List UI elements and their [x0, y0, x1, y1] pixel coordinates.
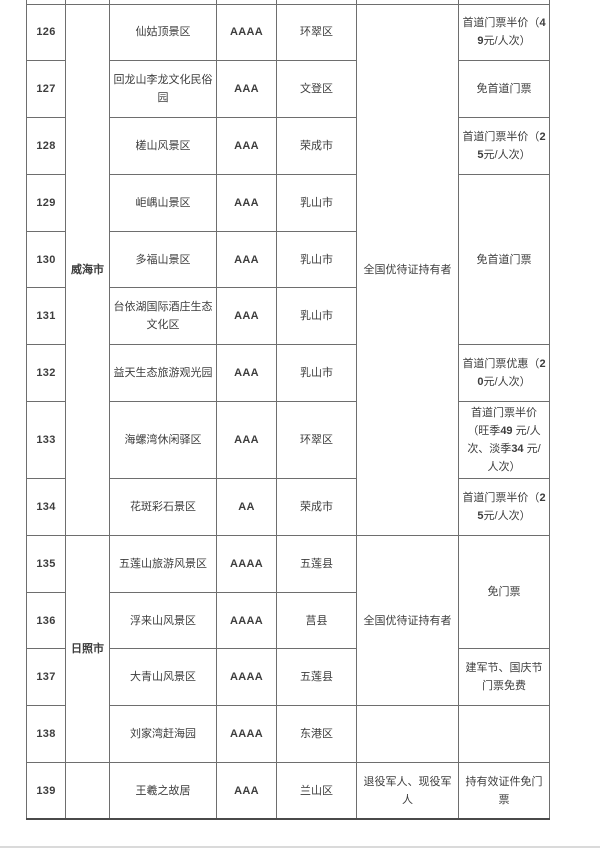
city-cell: 日照市: [65, 534, 110, 764]
grade-cell: AAAA: [216, 648, 277, 707]
table-row: 132 益天生态旅游观光园 AAA 乳山市 首道门票优惠（20元/人次）: [26, 344, 550, 403]
scenic-area-cell: 台依湖国际酒庄生态文化区: [109, 287, 217, 346]
serial-cell: 129: [26, 173, 66, 232]
serial-cell: 131: [26, 287, 66, 346]
serial-cell: 128: [26, 117, 66, 175]
grade-cell: AAAA: [216, 534, 277, 593]
grade-cell: AAA: [216, 762, 277, 820]
district-cell: 乳山市: [276, 287, 357, 346]
table-row: 130 多福山景区 AAA 乳山市: [26, 230, 550, 289]
table-row: 139 王羲之故居 AAA 兰山区 退役军人、现役军人 持有效证件免门票: [26, 762, 550, 820]
table-row: 129 岠嵎山景区 AAA 乳山市 免首道门票: [26, 173, 550, 346]
serial-cell: 136: [26, 591, 66, 650]
grade-cell: AAA: [216, 117, 277, 175]
scenic-area-cell: 岠嵎山景区: [109, 173, 217, 232]
eligible-group-cell: 退役军人、现役军人: [356, 762, 459, 820]
district-cell: 文登区: [276, 60, 357, 119]
table-row: 131 台依湖国际酒庄生态文化区 AAA 乳山市: [26, 287, 550, 346]
scenic-area-cell: 益天生态旅游观光园: [109, 344, 217, 403]
policy-cell: 首道门票半价（25元/人次）: [458, 117, 550, 175]
scenic-area-cell: 槎山风景区: [109, 117, 217, 175]
serial-cell: 138: [26, 705, 66, 764]
district-cell: 莒县: [276, 591, 357, 650]
serial-cell: 135: [26, 534, 66, 593]
serial-cell: 132: [26, 344, 66, 403]
district-cell: 荣成市: [276, 117, 357, 175]
scenic-area-cell: 大青山风景区: [109, 648, 217, 707]
page-bottom-edge: [0, 846, 600, 848]
policy-cell: 首道门票半价（49元/人次）: [458, 3, 550, 62]
eligible-group-cell: 全国优待证持有者: [356, 3, 459, 536]
discount-table: 126 威海市 仙姑顶景区 AAAA 环翠区 全国优待证持有者 首道门票半价（4…: [26, 0, 550, 821]
serial-cell: 127: [26, 60, 66, 119]
eligible-group-cell: 全国优待证持有者: [356, 534, 459, 707]
district-cell: 五莲县: [276, 534, 357, 593]
scenic-area-cell: 海螺湾休闲驿区: [109, 401, 217, 480]
district-cell: 五莲县: [276, 648, 357, 707]
district-cell: 乳山市: [276, 344, 357, 403]
serial-cell: 139: [26, 762, 66, 820]
city-cell: [65, 762, 110, 820]
district-cell: 兰山区: [276, 762, 357, 820]
scenic-area-cell: 浮来山风景区: [109, 591, 217, 650]
grade-cell: AAA: [216, 287, 277, 346]
scenic-area-cell: 仙姑顶景区: [109, 3, 217, 62]
scenic-area-cell: 回龙山李龙文化民俗园: [109, 60, 217, 119]
district-cell: 环翠区: [276, 3, 357, 62]
policy-cell: 首道门票优惠（20元/人次）: [458, 344, 550, 403]
policy-cell-top: [458, 0, 550, 5]
serial-cell: 134: [26, 478, 66, 536]
table-row: 133 海螺湾休闲驿区 AAA 环翠区 首道门票半价（旺季49 元/人次、淡季3…: [26, 401, 550, 480]
district-cell: 东港区: [276, 705, 357, 764]
grade-cell: AAA: [216, 401, 277, 480]
table-row: 134 花斑彩石景区 AA 荣成市 首道门票半价（25元/人次）: [26, 478, 550, 536]
grade-cell: AAA: [216, 173, 277, 232]
grade-cell: AAAA: [216, 591, 277, 650]
scenic-area-cell: 花斑彩石景区: [109, 478, 217, 536]
policy-cell: 持有效证件免门票: [458, 762, 550, 820]
table-row: 127 回龙山李龙文化民俗园 AAA 文登区 免首道门票: [26, 60, 550, 119]
scenic-area-cell: 五莲山旅游风景区: [109, 534, 217, 593]
grade-cell: AAAA: [216, 705, 277, 764]
table-row: 136 浮来山风景区 AAAA 莒县: [26, 591, 550, 650]
policy-cell: [458, 705, 550, 764]
serial-cell: 130: [26, 230, 66, 289]
serial-cell: 133: [26, 401, 66, 480]
policy-cell: 免首道门票: [458, 173, 550, 346]
policy-cell: 建军节、国庆节门票免费: [458, 648, 550, 707]
grade-cell: AAA: [216, 230, 277, 289]
serial-cell: 137: [26, 648, 66, 707]
district-cell: 乳山市: [276, 173, 357, 232]
table-row: 138 刘家湾赶海园 AAAA 东港区: [26, 705, 550, 764]
eligible-group-cell: [356, 705, 459, 764]
grade-cell: AAA: [216, 60, 277, 119]
policy-cell: 免门票: [458, 534, 550, 650]
city-cell: 威海市: [65, 3, 110, 536]
table-row: 128 槎山风景区 AAA 荣成市 首道门票半价（25元/人次）: [26, 117, 550, 175]
policy-cell: 首道门票半价（旺季49 元/人次、淡季34 元/人次）: [458, 401, 550, 480]
grade-cell: AAA: [216, 344, 277, 403]
table-row: 135 日照市 五莲山旅游风景区 AAAA 五莲县 全国优待证持有者 免门票: [26, 534, 550, 764]
district-cell: 环翠区: [276, 401, 357, 480]
scenic-area-cell: 刘家湾赶海园: [109, 705, 217, 764]
table-row: 137 大青山风景区 AAAA 五莲县 建军节、国庆节门票免费: [26, 648, 550, 707]
district-cell: 乳山市: [276, 230, 357, 289]
policy-cell: 首道门票半价（25元/人次）: [458, 478, 550, 536]
table-row: 126 威海市 仙姑顶景区 AAAA 环翠区 全国优待证持有者 首道门票半价（4…: [26, 3, 550, 536]
scenic-area-cell: 王羲之故居: [109, 762, 217, 820]
grade-cell: AA: [216, 478, 277, 536]
scenic-area-cell: 多福山景区: [109, 230, 217, 289]
policy-cell: 免首道门票: [458, 60, 550, 119]
grade-cell: AAAA: [216, 3, 277, 62]
serial-cell: 126: [26, 3, 66, 62]
table-row-cutoff: [26, 0, 550, 5]
district-cell: 荣成市: [276, 478, 357, 536]
